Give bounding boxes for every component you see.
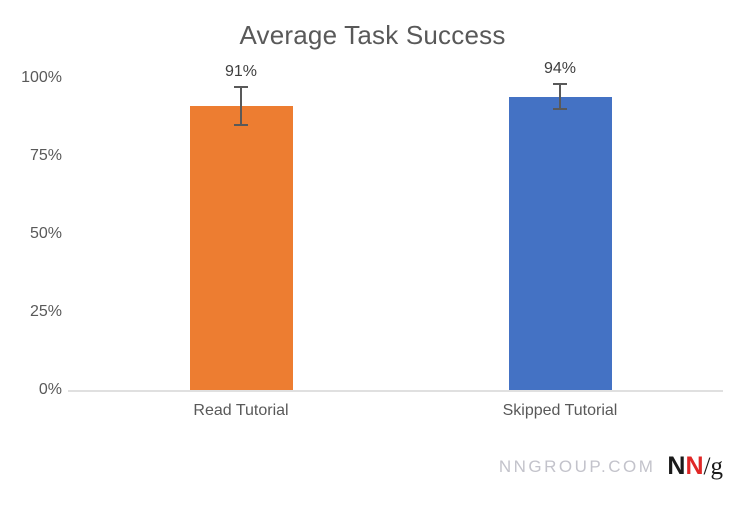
category-label-read-tutorial: Read Tutorial xyxy=(193,402,289,419)
error-bar-line-skipped-tutorial xyxy=(559,84,561,110)
data-label-read-tutorial: 91% xyxy=(224,63,258,81)
y-tick-label-100%: 100% xyxy=(21,69,62,86)
error-bar-cap-bottom-skipped-tutorial xyxy=(553,108,567,111)
footer-site-text: NNGROUP.COM xyxy=(498,456,656,476)
error-bar-line-read-tutorial xyxy=(240,87,242,125)
x-axis-line xyxy=(68,390,723,392)
bar-read-tutorial xyxy=(189,106,293,390)
error-bar-cap-top-read-tutorial xyxy=(234,86,248,89)
y-tick-label-25%: 25% xyxy=(29,303,62,320)
y-tick-label-75%: 75% xyxy=(29,147,62,164)
chart-title: Average Task Success xyxy=(239,20,506,50)
y-tick-label-0%: 0% xyxy=(38,381,62,398)
nng-logo: N N /g xyxy=(667,452,723,481)
category-label-skipped-tutorial: Skipped Tutorial xyxy=(502,402,618,419)
footer: NNGROUP.COM N N /g xyxy=(499,452,723,481)
logo-letter-n2: N xyxy=(685,452,704,480)
bar-skipped-tutorial xyxy=(508,96,612,390)
logo-letter-n1: N xyxy=(667,452,686,480)
error-bar-cap-bottom-read-tutorial xyxy=(234,123,248,126)
y-tick-label-50%: 50% xyxy=(29,225,62,242)
data-label-skipped-tutorial: 94% xyxy=(543,60,577,78)
error-bar-cap-top-skipped-tutorial xyxy=(553,83,567,86)
logo-slash-g: /g xyxy=(703,453,723,480)
